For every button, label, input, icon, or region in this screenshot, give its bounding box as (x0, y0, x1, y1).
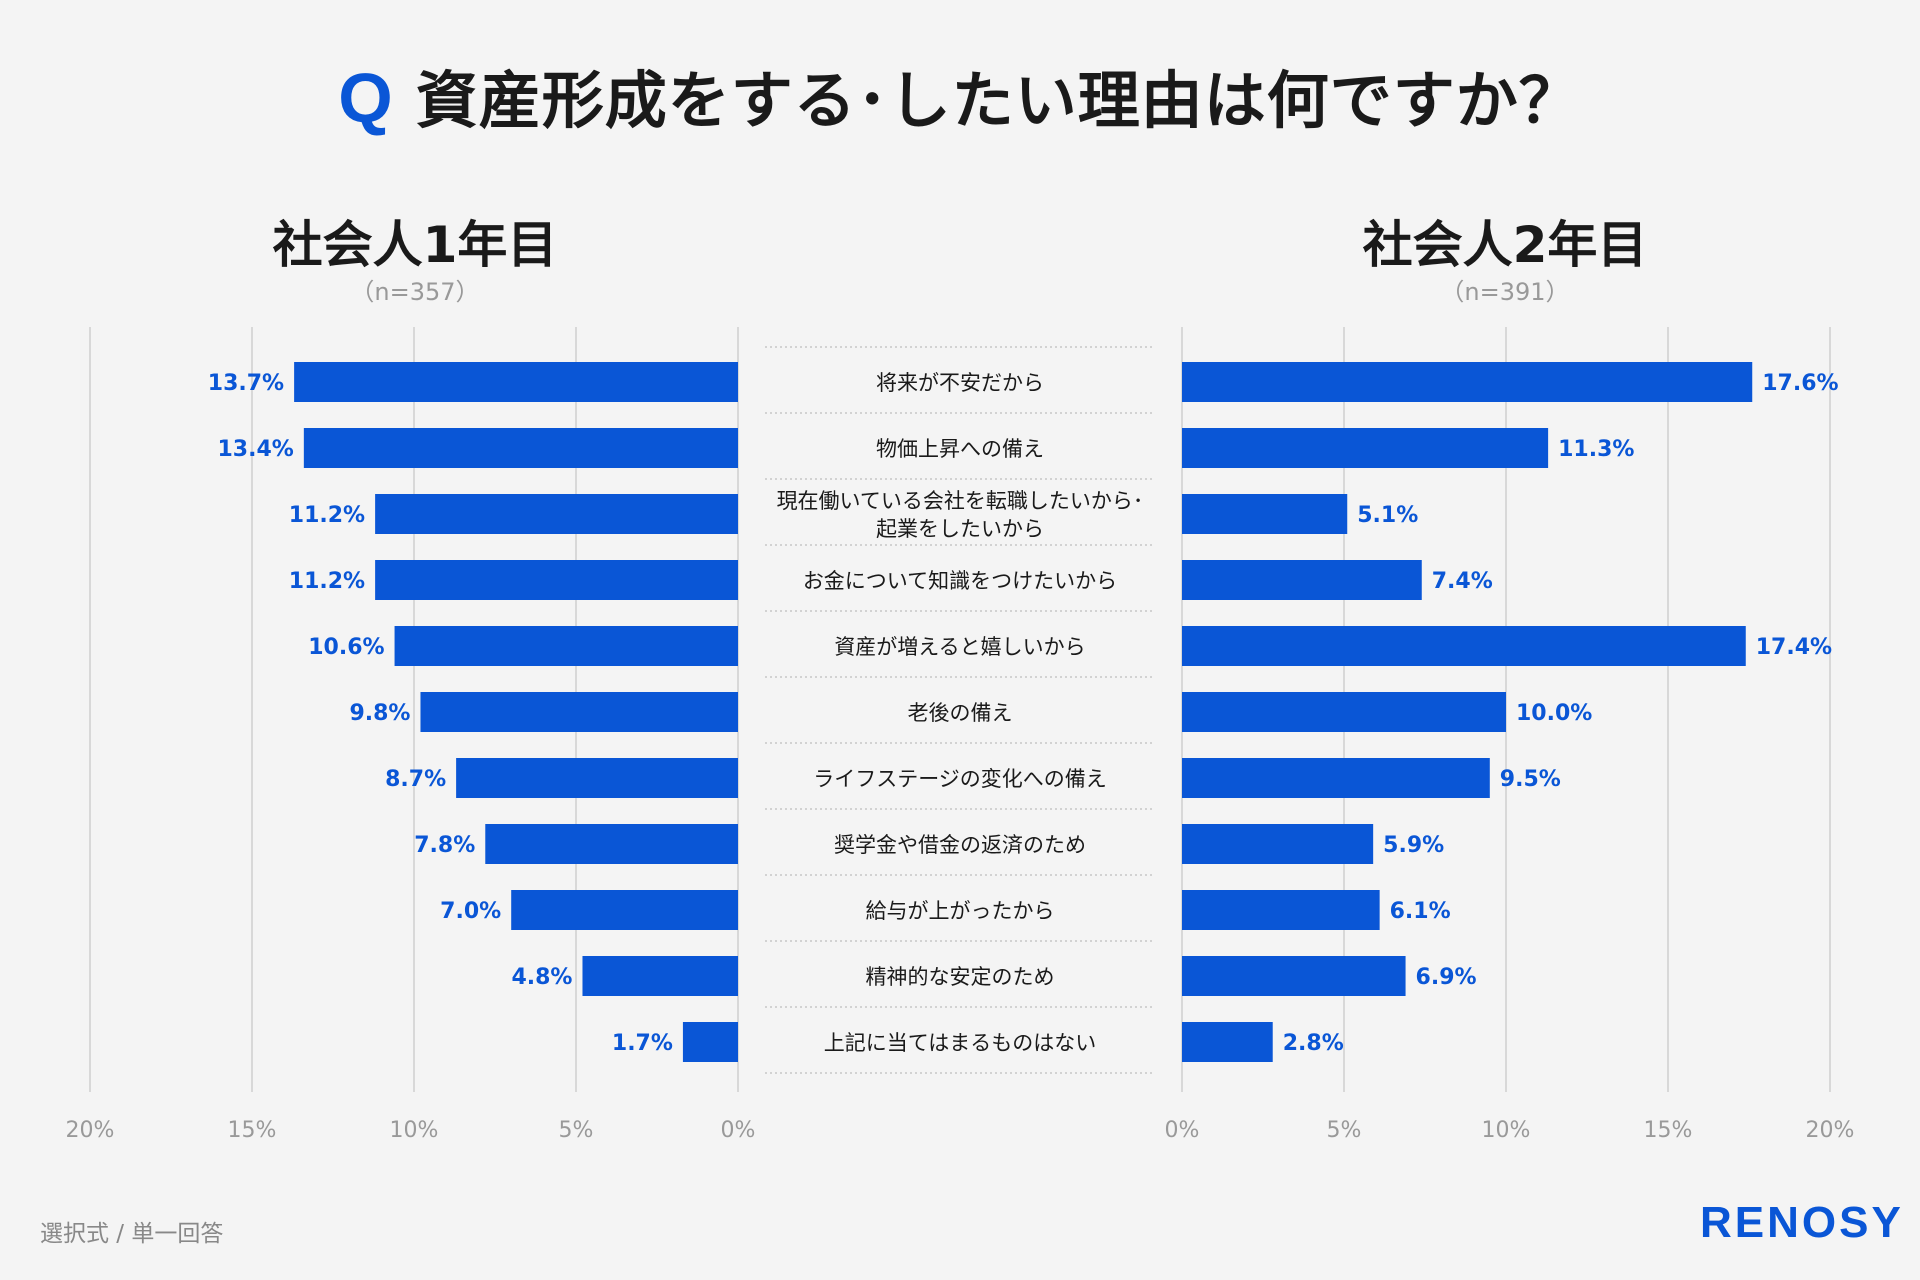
left-value-label: 10.6% (308, 635, 384, 660)
right-tick-label: 10% (1482, 1118, 1531, 1143)
left-tick-label: 15% (228, 1118, 277, 1143)
right-tick-label: 0% (1165, 1118, 1200, 1143)
left-bar (511, 890, 738, 930)
right-value-label: 5.1% (1357, 503, 1418, 528)
left-value-label: 11.2% (289, 569, 365, 594)
right-bar (1182, 1022, 1273, 1062)
left-value-label: 11.2% (289, 503, 365, 528)
footer-note: 選択式 / 単一回答 (40, 1221, 224, 1247)
right-bar (1182, 956, 1406, 996)
right-value-label: 7.4% (1432, 569, 1493, 594)
left-value-label: 9.8% (349, 701, 410, 726)
left-panel-title: 社会人1年目 (272, 216, 558, 274)
q-mark: Q (338, 59, 394, 137)
left-value-label: 13.4% (218, 437, 294, 462)
left-tick-label: 0% (721, 1118, 756, 1143)
left-value-label: 1.7% (612, 1031, 673, 1056)
category-label: 精神的な安定のため (866, 965, 1055, 989)
category-label: 給与が上がったから (866, 899, 1055, 923)
left-value-label: 8.7% (385, 767, 446, 792)
left-bar (485, 824, 738, 864)
right-bar (1182, 692, 1506, 732)
question-text: 資産形成をする･したい理由は何ですか？ (415, 64, 1582, 137)
right-value-label: 10.0% (1516, 701, 1592, 726)
right-value-label: 6.9% (1416, 965, 1477, 990)
left-tick-label: 5% (559, 1118, 594, 1143)
page-title: Q 資産形成をする･したい理由は何ですか？ (0, 50, 1920, 140)
left-value-label: 13.7% (208, 371, 284, 396)
category-label: 上記に当てはまるものはない (824, 1031, 1097, 1055)
left-bar (394, 626, 738, 666)
left-bar (375, 560, 738, 600)
left-bar (375, 494, 738, 534)
left-tick-label: 20% (66, 1118, 115, 1143)
left-value-label: 7.8% (414, 833, 475, 858)
right-value-label: 9.5% (1500, 767, 1561, 792)
left-panel-n: （n=357） (350, 278, 480, 306)
left-tick-label: 10% (390, 1118, 439, 1143)
right-bar (1182, 824, 1374, 864)
right-bar (1182, 626, 1746, 666)
category-label: お金について知識をつけたいから (803, 569, 1117, 593)
category-label: 資産が増えると嬉しいから (834, 635, 1085, 659)
right-value-label: 5.9% (1383, 833, 1444, 858)
right-tick-label: 15% (1644, 1118, 1693, 1143)
left-value-label: 7.0% (440, 899, 501, 924)
category-label: 現在働いている会社を転職したいから･起業をしたいから (777, 489, 1144, 541)
left-bar (682, 1022, 738, 1062)
category-label: 老後の備え (908, 701, 1013, 725)
right-value-label: 17.4% (1756, 635, 1832, 660)
left-bar (456, 758, 738, 798)
category-label: 物価上昇への備え (876, 437, 1044, 461)
left-bar (294, 362, 738, 402)
right-panel-title: 社会人2年目 (1362, 216, 1648, 274)
right-bar (1182, 890, 1380, 930)
category-label: 将来が不安だから (876, 371, 1044, 395)
right-bar (1182, 428, 1549, 468)
category-label: ライフステージの変化への備え (813, 767, 1107, 791)
right-bar (1182, 362, 1753, 402)
left-bar (420, 692, 738, 732)
right-value-label: 2.8% (1283, 1031, 1344, 1056)
left-bar (303, 428, 738, 468)
right-panel-n: （n=391） (1440, 278, 1570, 306)
right-bar (1182, 560, 1422, 600)
left-value-label: 4.8% (511, 965, 572, 990)
right-value-label: 6.1% (1390, 899, 1451, 924)
renosy-logo: RENOSY (1700, 1198, 1904, 1247)
category-label: 奨学金や借金の返済のため (834, 833, 1086, 857)
right-tick-label: 20% (1806, 1118, 1855, 1143)
right-bar (1182, 758, 1490, 798)
right-tick-label: 5% (1327, 1118, 1362, 1143)
right-value-label: 11.3% (1558, 437, 1634, 462)
right-bar (1182, 494, 1348, 534)
left-bar (582, 956, 738, 996)
right-value-label: 17.6% (1762, 371, 1838, 396)
